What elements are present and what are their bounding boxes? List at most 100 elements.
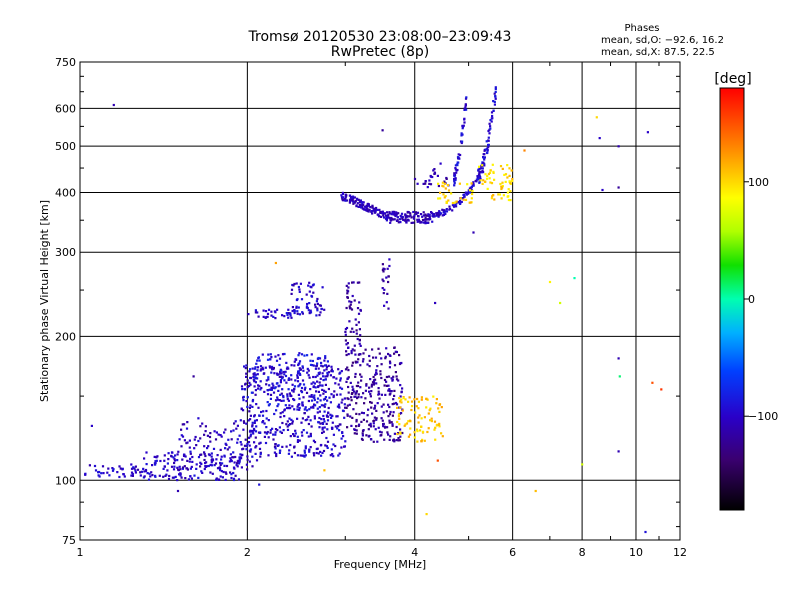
o-mode-point xyxy=(164,474,167,477)
o-mode-point xyxy=(282,394,285,398)
o-mode-point xyxy=(248,460,251,463)
o-mode-point xyxy=(168,474,171,478)
o-mode-point xyxy=(346,292,349,295)
o-mode-point xyxy=(297,363,300,367)
o-mode-point xyxy=(139,474,142,477)
o-mode-point xyxy=(259,365,263,368)
o-mode-point xyxy=(289,312,292,315)
o-mode-point xyxy=(407,215,410,218)
o-mode-point xyxy=(279,412,282,415)
o-mode-point xyxy=(244,367,247,370)
o-mode-point xyxy=(280,399,283,402)
phases-line-o: mean, sd,O: −92.6, 16.2 xyxy=(601,35,724,46)
o-mode-point xyxy=(180,428,183,431)
o-mode-point xyxy=(318,314,321,317)
o-mode-point xyxy=(355,420,358,423)
o-mode-point xyxy=(307,309,310,312)
o-mode-point xyxy=(203,458,206,462)
o-mode-point xyxy=(346,404,349,407)
o-mode-point xyxy=(176,466,179,469)
x-mode-point xyxy=(435,398,438,401)
o-mode-point xyxy=(367,203,370,206)
o-mode-point xyxy=(463,121,466,124)
o-mode-point xyxy=(301,417,304,420)
o-mode-point xyxy=(374,373,377,376)
o-mode-point xyxy=(266,389,270,392)
o-mode-point xyxy=(426,218,429,221)
o-mode-point xyxy=(285,367,289,370)
o-mode-point xyxy=(470,188,473,191)
o-mode-point xyxy=(276,308,279,311)
o-mode-point xyxy=(254,389,257,392)
o-mode-point xyxy=(383,438,386,441)
o-mode-point xyxy=(360,396,363,399)
x-mode-point xyxy=(510,169,513,172)
o-mode-point xyxy=(274,443,277,446)
x-mode-point xyxy=(506,164,509,167)
x-mode-point xyxy=(509,181,512,184)
o-mode-point xyxy=(266,312,270,315)
o-mode-point xyxy=(343,416,346,419)
o-mode-point xyxy=(211,459,214,462)
o-mode-point xyxy=(315,364,318,367)
o-mode-point xyxy=(388,438,391,441)
o-mode-point xyxy=(301,403,304,407)
o-mode-point xyxy=(122,473,125,476)
o-mode-point xyxy=(357,393,360,396)
o-mode-point xyxy=(475,178,478,181)
o-mode-point xyxy=(370,406,373,409)
o-mode-point xyxy=(368,354,371,358)
o-mode-point xyxy=(242,395,245,398)
o-mode-point xyxy=(189,467,192,470)
o-mode-point xyxy=(344,440,347,443)
o-mode-point xyxy=(290,316,293,319)
o-mode-point xyxy=(293,434,296,438)
o-mode-point xyxy=(94,469,98,472)
o-mode-point xyxy=(306,302,309,306)
o-mode-point xyxy=(230,476,233,480)
o-mode-point xyxy=(267,454,270,457)
o-mode-point xyxy=(195,463,198,466)
o-mode-point xyxy=(292,390,295,393)
o-mode-point xyxy=(481,167,484,170)
o-mode-point xyxy=(332,443,335,446)
o-mode-point xyxy=(365,204,368,207)
o-mode-point xyxy=(351,198,354,201)
o-mode-point xyxy=(346,289,349,292)
o-mode-point xyxy=(400,390,403,393)
o-mode-point xyxy=(371,206,374,209)
o-mode-point xyxy=(304,406,307,409)
o-mode-point xyxy=(249,404,252,407)
o-mode-point xyxy=(167,452,170,455)
o-mode-point xyxy=(254,446,257,449)
o-mode-point xyxy=(353,299,356,302)
o-mode-point xyxy=(384,217,388,220)
x-mode-point xyxy=(418,414,421,417)
o-mode-point xyxy=(353,349,356,352)
x-mode-point xyxy=(416,397,419,401)
o-mode-point xyxy=(312,364,315,367)
o-mode-point xyxy=(433,168,436,171)
o-mode-point xyxy=(332,455,335,458)
o-mode-point xyxy=(248,381,251,384)
x-mode-point xyxy=(501,184,504,188)
o-mode-point xyxy=(437,211,440,215)
o-mode-point xyxy=(197,439,200,443)
o-mode-point xyxy=(254,436,257,439)
o-mode-point xyxy=(384,426,387,429)
o-mode-point xyxy=(330,365,333,368)
o-mode-point xyxy=(301,365,304,368)
o-mode-point xyxy=(381,210,384,214)
o-mode-point xyxy=(223,431,226,434)
o-mode-point xyxy=(419,221,422,224)
o-mode-point xyxy=(448,205,451,208)
o-mode-point xyxy=(245,400,248,403)
o-mode-point xyxy=(457,201,460,204)
o-mode-point xyxy=(286,395,289,398)
o-mode-point xyxy=(211,472,214,475)
o-mode-point xyxy=(297,370,300,373)
o-mode-point xyxy=(387,280,390,284)
x-mode-point xyxy=(438,410,441,413)
o-mode-point xyxy=(369,393,372,396)
o-mode-point xyxy=(241,448,244,451)
